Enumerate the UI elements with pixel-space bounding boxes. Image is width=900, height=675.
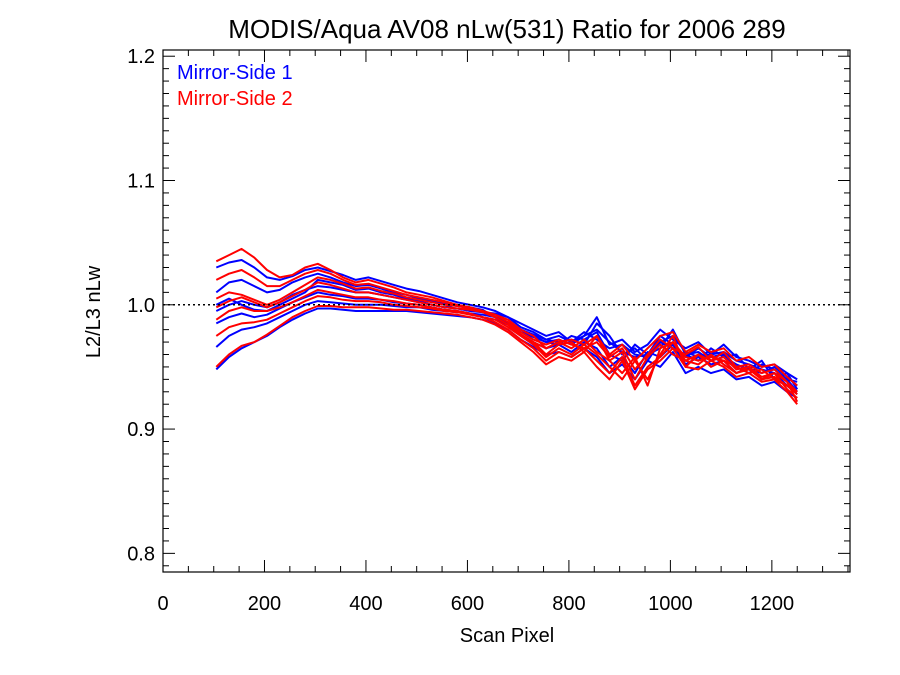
series-line-3 [215,285,798,383]
series-line-4 [215,291,799,390]
series-line-11 [215,288,799,403]
y-tick-label: 0.9 [127,419,155,441]
x-axis-label: Scan Pixel [460,625,555,647]
legend: Mirror-Side 1 Mirror-Side 2 [177,62,293,110]
y-axis-label: L2/L3 nLw [83,265,105,358]
plot-frame [162,49,851,573]
x-tick-label: 600 [451,593,484,615]
y-tick-label: 0.8 [127,543,155,565]
legend-entry: Mirror-Side 1 [177,62,293,84]
y-tick-label: 1.2 [127,46,155,68]
series-line-13 [215,305,798,405]
series-line-9 [215,269,798,393]
axes: 0 200 400 600 800 1000 1200 0.8 0.9 1.0 1.1 1.2 [127,46,851,615]
y-tick-label: 1.0 [127,295,155,317]
series-line-12 [215,295,798,396]
chart-title: MODIS/Aqua AV08 nLw(531) Ratio for 2006 … [228,14,785,44]
x-tick-label: 800 [552,593,585,615]
x-tick-label: 1000 [648,593,693,615]
series-line-10 [215,281,798,393]
legend-entry: Mirror-Side 2 [177,88,293,110]
x-tick-label: 1200 [750,593,795,615]
x-tick-label: 200 [248,593,281,615]
x-tick-label: 400 [349,593,382,615]
x-tick-label: 0 [157,593,168,615]
series-line-14 [215,276,798,387]
y-tick-label: 1.1 [127,171,155,193]
plot-lines [215,247,799,405]
